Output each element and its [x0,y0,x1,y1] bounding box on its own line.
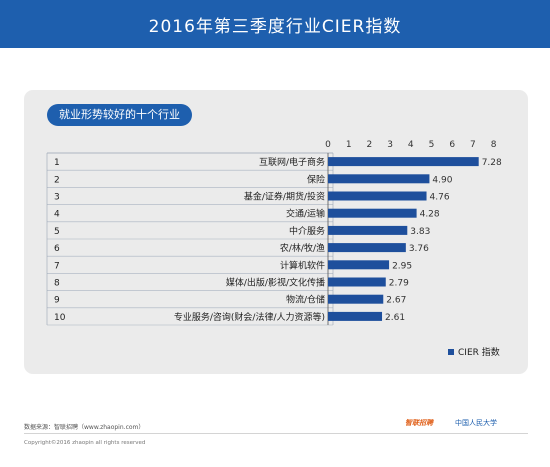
value-label: 4.76 [430,193,450,203]
rank-label: 1 [54,158,60,168]
bar [328,311,383,321]
rank-label: 6 [54,244,60,254]
category-label: 媒体/出版/影视/文化传播 [226,277,325,289]
bar [328,225,408,235]
category-label: 交通/运输 [286,208,325,220]
rank-label: 9 [54,296,60,306]
category-label: 中介服务 [289,225,325,237]
rank-label: 2 [54,175,60,185]
bar [328,243,406,253]
value-label: 4.28 [420,210,440,220]
panel-subtitle: 就业形势较好的十个行业 [47,104,192,126]
x-tick-label: 7 [470,140,476,150]
zhaopin-logo: 智联招聘 [405,419,433,427]
x-tick-label: 8 [491,140,497,150]
rank-label: 10 [54,313,66,323]
category-label: 物流/仓储 [286,294,325,306]
category-label: 保险 [307,173,325,185]
legend-swatch [448,349,454,355]
source-note: 数据来源：智联招聘（www.zhaopin.com） [24,424,145,431]
bar [328,260,390,270]
category-label: 计算机软件 [280,259,325,271]
copyright-note: Copyright©2016 zhaopin all rights reserv… [24,440,146,446]
x-tick-label: 6 [449,140,455,150]
legend-label: CIER 指数 [458,346,500,358]
value-label: 2.67 [386,296,406,306]
value-label: 4.90 [432,175,452,185]
value-label: 2.79 [389,279,409,289]
value-label: 3.76 [409,244,429,254]
rank-label: 4 [54,210,60,220]
category-label: 基金/证券/期货/投资 [244,191,325,203]
x-tick-label: 4 [408,140,414,150]
category-label: 互联网/电子商务 [259,156,325,168]
footer-divider [24,433,528,434]
value-label: 2.95 [392,261,412,271]
x-tick-label: 2 [367,140,373,150]
rank-label: 8 [54,279,60,289]
value-label: 7.28 [482,158,502,168]
bar [328,208,417,218]
brand-logos: 智联招聘 中国人民大学 [405,414,530,436]
bar [328,157,479,167]
bar [328,174,430,184]
x-tick-label: 3 [387,140,393,150]
page-header: 2016年第三季度行业CIER指数 [0,0,550,48]
bar [328,277,386,287]
renmin-univ-logo: 中国人民大学 [455,419,497,427]
category-label: 农/林/牧/渔 [280,242,325,254]
value-label: 2.61 [385,313,405,323]
category-label: 专业服务/咨询(财会/法律/人力资源等) [174,311,325,323]
bar [328,294,384,304]
rank-label: 7 [54,261,60,271]
bar [328,191,427,201]
rank-label: 5 [54,227,60,237]
x-tick-label: 1 [346,140,352,150]
value-label: 3.83 [410,227,430,237]
x-tick-label: 0 [325,140,331,150]
page-title: 2016年第三季度行业CIER指数 [148,16,402,37]
rank-label: 3 [54,193,60,203]
x-tick-label: 5 [429,140,435,150]
chart-panel [24,90,528,374]
